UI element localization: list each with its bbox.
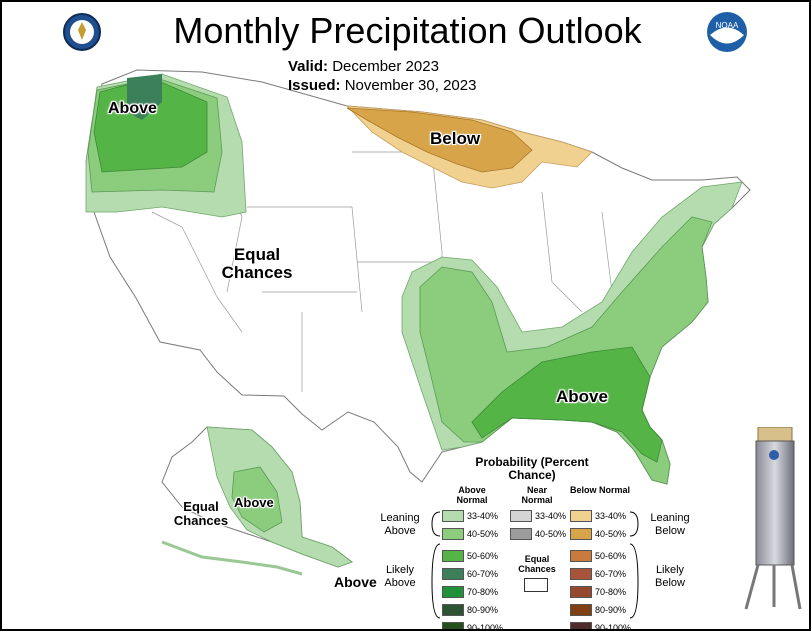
near-swatch-label-0: 33-40% [535, 511, 567, 521]
near-swatch-label-1: 40-50% [535, 529, 567, 539]
noaa-text: NOAA [716, 21, 739, 30]
label-west-ec: Equal Chances [221, 245, 293, 282]
alaska-lean-above [206, 426, 353, 568]
valid-value: December 2023 [332, 58, 439, 75]
legend-likely-below: Likely Below [655, 564, 685, 589]
legend-col-below: Below Normal [570, 485, 631, 495]
legend-likely-above: Likely Above [384, 564, 416, 589]
doc-seal-icon [63, 13, 101, 51]
above-swatch-4 [442, 586, 464, 598]
above-swatch-5 [442, 604, 464, 616]
below-bracket [629, 511, 639, 619]
aleutian-chain [161, 540, 303, 576]
nw-60-70 [127, 74, 162, 120]
below-swatch-label-4: 70-80% [595, 587, 627, 597]
above-swatch-3 [442, 568, 464, 580]
issued-label: Issued: [288, 77, 341, 94]
above-swatch-label-3: 60-70% [467, 569, 499, 579]
above-swatch-1 [442, 528, 464, 540]
below-swatch-3 [570, 568, 592, 580]
below-swatch-4 [570, 586, 592, 598]
below-40-50 [346, 107, 533, 173]
below-swatch-1 [570, 528, 592, 540]
state-lines [151, 141, 613, 392]
above-swatch-6 [442, 622, 464, 629]
issued-line: Issued: November 30, 2023 [288, 77, 476, 94]
se-50-60 [471, 346, 663, 463]
near-swatch-0 [510, 510, 532, 522]
below-swatch-6 [570, 622, 592, 629]
valid-line: Valid: December 2023 [288, 58, 439, 75]
above-swatch-0 [442, 510, 464, 522]
below-swatch-label-5: 80-90% [595, 605, 627, 615]
label-se-above: Above [556, 387, 608, 406]
below-swatch-label-0: 33-40% [595, 511, 627, 521]
near-swatch-1 [510, 528, 532, 540]
above-swatch-label-1: 40-50% [467, 529, 499, 539]
label-alaska-ec: Equal Chances [173, 499, 229, 528]
below-swatch-label-3: 60-70% [595, 569, 627, 579]
map-title: Monthly Precipitation Outlook [173, 10, 642, 51]
below-swatch-label-2: 50-60% [595, 551, 627, 561]
above-swatch-label-0: 33-40% [467, 511, 499, 521]
above-swatch-label-5: 80-90% [467, 605, 499, 615]
below-swatch-label-6: 90-100% [595, 623, 632, 631]
below-swatch-5 [570, 604, 592, 616]
below-swatch-2 [570, 550, 592, 562]
legend-equal-chances: Equal Chances [518, 554, 556, 575]
valid-label: Valid: [288, 58, 329, 75]
legend-title: Probability (Percent Chance) [475, 455, 589, 483]
legend-leaning-below: Leaning Below [650, 512, 690, 537]
above-swatch-2 [442, 550, 464, 562]
issued-value: November 30, 2023 [344, 77, 477, 94]
above-swatch-label-6: 90-100% [467, 623, 504, 631]
legend-leaning-above: Leaning Above [380, 512, 420, 537]
above-swatch-label-2: 50-60% [467, 551, 499, 561]
label-aleutian-above: Above [334, 574, 377, 590]
below-swatch-label-1: 40-50% [595, 529, 627, 539]
alaska-40-50 [231, 466, 283, 533]
probability-legend: Probability (Percent Chance) Above Norma… [342, 454, 742, 629]
noaa-logo-icon: NOAA [707, 12, 747, 52]
legend-col-near: Near Normal [521, 485, 553, 505]
legend-col-above: Above Normal [456, 485, 488, 505]
label-alaska-above: Above [234, 495, 274, 510]
label-midwest-below: Below [430, 129, 481, 148]
below-swatch-0 [570, 510, 592, 522]
above-swatch-label-4: 70-80% [467, 587, 499, 597]
rain-gauge-icon [744, 427, 802, 610]
equal-chances-swatch [524, 578, 548, 592]
label-nw-above: Above [108, 100, 157, 117]
above-bracket [431, 511, 441, 619]
